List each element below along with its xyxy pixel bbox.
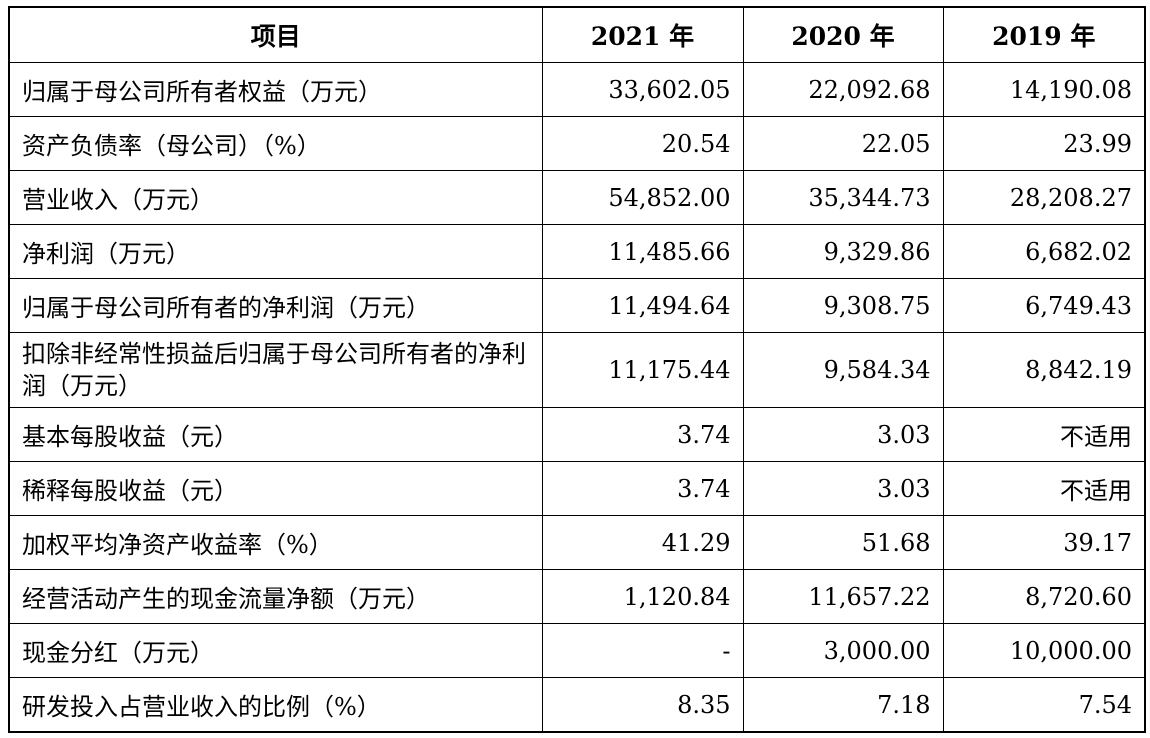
row-label: 归属于母公司所有者的净利润（万元）: [8, 278, 543, 333]
cell-2020: 9,584.34: [742, 332, 944, 408]
cell-2020: 22.05: [742, 116, 944, 171]
cell-2019: 28,208.27: [942, 170, 1146, 225]
header-year-2020: 2020 年: [742, 6, 944, 63]
cell-2019: 8,842.19: [942, 332, 1146, 408]
table-row: 基本每股收益（元） 3.74 3.03 不适用: [8, 407, 1146, 462]
cell-2019: 23.99: [942, 116, 1146, 171]
table-row: 归属于母公司所有者权益（万元） 33,602.05 22,092.68 14,1…: [8, 62, 1146, 117]
cell-2019: 8,720.60: [942, 569, 1146, 624]
table-row: 研发投入占营业收入的比例（%） 8.35 7.18 7.54: [8, 677, 1146, 733]
row-label: 资产负债率（母公司）（%）: [8, 116, 543, 171]
table-row: 归属于母公司所有者的净利润（万元） 11,494.64 9,308.75 6,7…: [8, 278, 1146, 333]
table-row: 营业收入（万元） 54,852.00 35,344.73 28,208.27: [8, 170, 1146, 225]
header-year-2021: 2021 年: [541, 6, 744, 63]
cell-2021: 54,852.00: [541, 170, 744, 225]
cell-2021: 11,175.44: [541, 332, 744, 408]
cell-2021: 11,494.64: [541, 278, 744, 333]
cell-2019: 不适用: [942, 461, 1146, 516]
cell-2021: 41.29: [541, 515, 744, 570]
cell-2021: 3.74: [541, 461, 744, 516]
table-row: 加权平均净资产收益率（%） 41.29 51.68 39.17: [8, 515, 1146, 570]
cell-2019: 7.54: [942, 677, 1146, 733]
row-label: 现金分红（万元）: [8, 623, 543, 678]
cell-2020: 9,308.75: [742, 278, 944, 333]
cell-2021: 33,602.05: [541, 62, 744, 117]
table-row: 资产负债率（母公司）（%） 20.54 22.05 23.99: [8, 116, 1146, 171]
cell-2019: 14,190.08: [942, 62, 1146, 117]
row-label: 营业收入（万元）: [8, 170, 543, 225]
cell-2020: 51.68: [742, 515, 944, 570]
cell-2021: 20.54: [541, 116, 744, 171]
cell-2019: 10,000.00: [942, 623, 1146, 678]
table-body: 归属于母公司所有者权益（万元） 33,602.05 22,092.68 14,1…: [8, 62, 1146, 733]
cell-2019: 6,682.02: [942, 224, 1146, 279]
header-year-2019: 2019 年: [942, 6, 1146, 63]
cell-2020: 3,000.00: [742, 623, 944, 678]
cell-2021: 8.35: [541, 677, 744, 733]
table-row: 净利润（万元） 11,485.66 9,329.86 6,682.02: [8, 224, 1146, 279]
cell-2021: 11,485.66: [541, 224, 744, 279]
cell-2020: 3.03: [742, 407, 944, 462]
table-row: 扣除非经常性损益后归属于母公司所有者的净利润（万元） 11,175.44 9,5…: [8, 332, 1146, 408]
row-label: 扣除非经常性损益后归属于母公司所有者的净利润（万元）: [8, 332, 543, 408]
row-label: 加权平均净资产收益率（%）: [8, 515, 543, 570]
cell-2020: 22,092.68: [742, 62, 944, 117]
header-item: 项目: [8, 6, 543, 63]
cell-2020: 3.03: [742, 461, 944, 516]
cell-2019: 6,749.43: [942, 278, 1146, 333]
cell-2021: 1,120.84: [541, 569, 744, 624]
cell-2020: 7.18: [742, 677, 944, 733]
table-row: 经营活动产生的现金流量净额（万元） 1,120.84 11,657.22 8,7…: [8, 569, 1146, 624]
row-label: 稀释每股收益（元）: [8, 461, 543, 516]
cell-2020: 11,657.22: [742, 569, 944, 624]
row-label: 净利润（万元）: [8, 224, 543, 279]
row-label: 经营活动产生的现金流量净额（万元）: [8, 569, 543, 624]
cell-2019: 不适用: [942, 407, 1146, 462]
cell-2020: 35,344.73: [742, 170, 944, 225]
cell-2021: 3.74: [541, 407, 744, 462]
cell-2020: 9,329.86: [742, 224, 944, 279]
row-label: 归属于母公司所有者权益（万元）: [8, 62, 543, 117]
cell-2019: 39.17: [942, 515, 1146, 570]
financial-indicators-table: 项目 2021 年 2020 年 2019 年 归属于母公司所有者权益（万元） …: [8, 6, 1146, 733]
cell-2021: -: [541, 623, 744, 678]
table-row: 稀释每股收益（元） 3.74 3.03 不适用: [8, 461, 1146, 516]
header-row: 项目 2021 年 2020 年 2019 年: [8, 6, 1146, 63]
row-label: 研发投入占营业收入的比例（%）: [8, 677, 543, 733]
row-label: 基本每股收益（元）: [8, 407, 543, 462]
table-row: 现金分红（万元） - 3,000.00 10,000.00: [8, 623, 1146, 678]
table-header: 项目 2021 年 2020 年 2019 年: [8, 6, 1146, 63]
